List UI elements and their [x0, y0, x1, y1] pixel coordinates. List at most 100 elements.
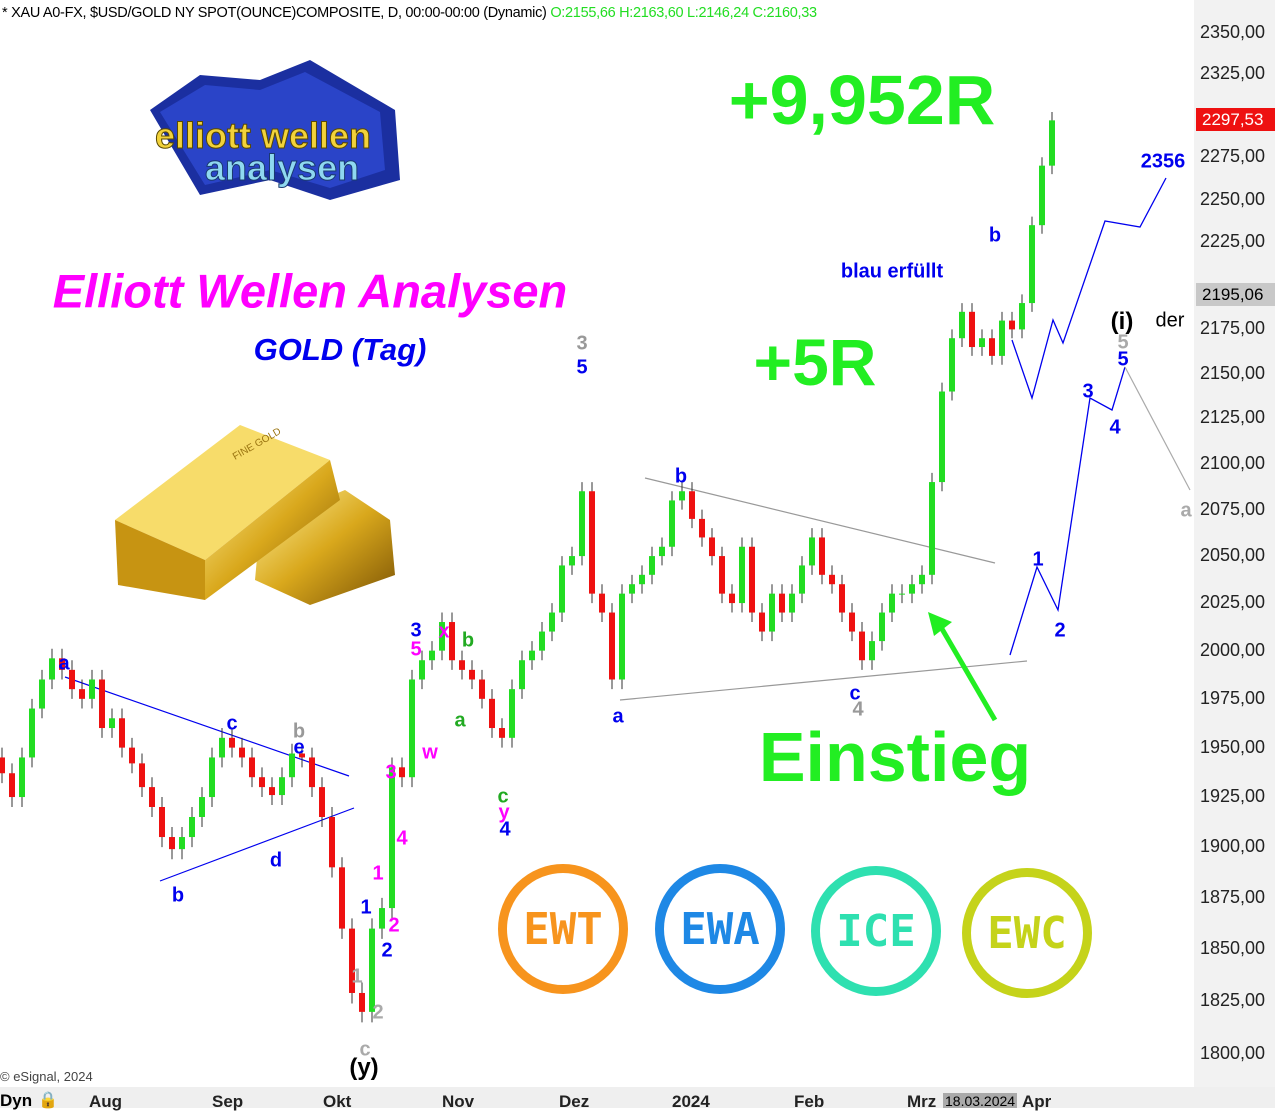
candle	[489, 698, 495, 729]
price-tick: 1825,00	[1200, 990, 1266, 1011]
candles	[0, 112, 1055, 1023]
candle	[19, 757, 25, 798]
wave-label: der	[1155, 309, 1185, 332]
candle	[579, 491, 585, 557]
candle	[659, 546, 665, 557]
candle	[169, 837, 175, 850]
wave-label: c	[849, 682, 861, 705]
badge-ewt[interactable]: EWT	[498, 864, 628, 994]
candle	[259, 777, 265, 788]
trendline	[64, 676, 350, 777]
candle	[459, 660, 465, 670]
wave-label: 5	[1117, 331, 1129, 354]
candle	[299, 753, 305, 758]
candle	[899, 593, 905, 595]
badge-ewa[interactable]: EWA	[655, 864, 785, 994]
price-tick: 2100,00	[1200, 452, 1266, 473]
projection-path-alt	[1124, 366, 1191, 491]
candle	[59, 658, 65, 670]
price-tick: 1850,00	[1200, 938, 1266, 959]
wave-label: 2	[1054, 619, 1066, 642]
candle	[809, 537, 815, 566]
time-tick: Feb	[794, 1092, 825, 1111]
wave-label: 3	[1082, 380, 1094, 403]
candle	[139, 763, 145, 788]
candle	[939, 391, 945, 483]
dyn-label[interactable]: Dyn	[0, 1091, 33, 1110]
candle	[619, 593, 625, 680]
lock-icon[interactable]: 🔒	[38, 1092, 58, 1109]
candle	[779, 593, 785, 613]
badge-ewc[interactable]: EWC	[962, 868, 1092, 998]
candle	[119, 718, 125, 748]
symbol-title: * XAU A0-FX, $USD/GOLD NY SPOT(OUNCE)COM…	[2, 5, 547, 21]
logo: elliott wellen analysen	[150, 60, 400, 200]
wave-label: a	[454, 709, 466, 732]
candle	[879, 612, 885, 642]
last-price-tag: 2297,53	[1196, 108, 1275, 131]
price-tick: 2350,00	[1200, 22, 1266, 42]
candle	[959, 311, 965, 339]
wave-label: 5	[1117, 348, 1129, 371]
copyright: © eSignal, 2024	[0, 1069, 93, 1084]
candle	[849, 612, 855, 632]
wave-label: a	[58, 652, 70, 675]
candle	[359, 992, 365, 1012]
wave-label: 4	[396, 827, 408, 850]
candle	[509, 689, 515, 738]
wave-label: y	[498, 801, 510, 824]
candle	[529, 650, 535, 661]
time-axis[interactable]	[0, 1087, 1275, 1108]
time-tick: Mrz	[907, 1092, 937, 1111]
candle	[609, 612, 615, 680]
price-axis[interactable]	[1194, 0, 1275, 1087]
candle	[389, 767, 395, 909]
candle	[189, 816, 195, 838]
entry-arrow-head	[928, 612, 952, 636]
price-tick: 2275,00	[1200, 146, 1266, 167]
candle	[699, 518, 705, 538]
time-tick: Aug	[89, 1092, 123, 1111]
candle	[329, 816, 335, 868]
wave-label: 4	[852, 698, 864, 721]
wave-label: c	[359, 1038, 371, 1061]
candle	[759, 612, 765, 632]
price-tick: 2025,00	[1200, 592, 1266, 613]
price-tick: 2000,00	[1200, 639, 1266, 660]
wave-label: b	[292, 720, 306, 743]
wave-label: b	[461, 629, 475, 652]
candle	[229, 737, 235, 748]
r5-headline: +5R	[753, 325, 877, 399]
logo-text: analysen	[205, 147, 359, 188]
cursor-price-tag: 2195,06	[1196, 283, 1275, 306]
candle	[679, 491, 685, 501]
wave-label: 2356	[1140, 150, 1186, 173]
wave-label: 5	[576, 356, 588, 379]
time-tick: Sep	[212, 1092, 244, 1111]
candle	[919, 574, 925, 585]
candle	[1029, 225, 1035, 304]
time-tick: 2024	[672, 1092, 710, 1111]
candle	[449, 622, 455, 661]
candle	[399, 767, 405, 778]
candle	[889, 593, 895, 613]
candle	[149, 787, 155, 808]
candle	[159, 807, 165, 838]
candle	[0, 757, 5, 774]
cursor-date-tag: 18.03.2024	[943, 1093, 1018, 1109]
wave-label: 3	[385, 761, 397, 784]
badge-ice[interactable]: ICE	[811, 866, 941, 996]
projection-path	[1009, 366, 1126, 656]
candle	[639, 574, 645, 585]
price-tick: 2075,00	[1200, 498, 1266, 519]
candle	[1039, 165, 1045, 226]
candle	[129, 747, 135, 764]
candle	[369, 928, 375, 1012]
candle	[719, 556, 725, 594]
candle	[519, 660, 525, 690]
candle	[929, 482, 935, 575]
gold-bars-image: FINE GOLD	[115, 425, 395, 605]
candle	[499, 728, 505, 738]
wave-label: blau erfüllt	[840, 260, 944, 283]
